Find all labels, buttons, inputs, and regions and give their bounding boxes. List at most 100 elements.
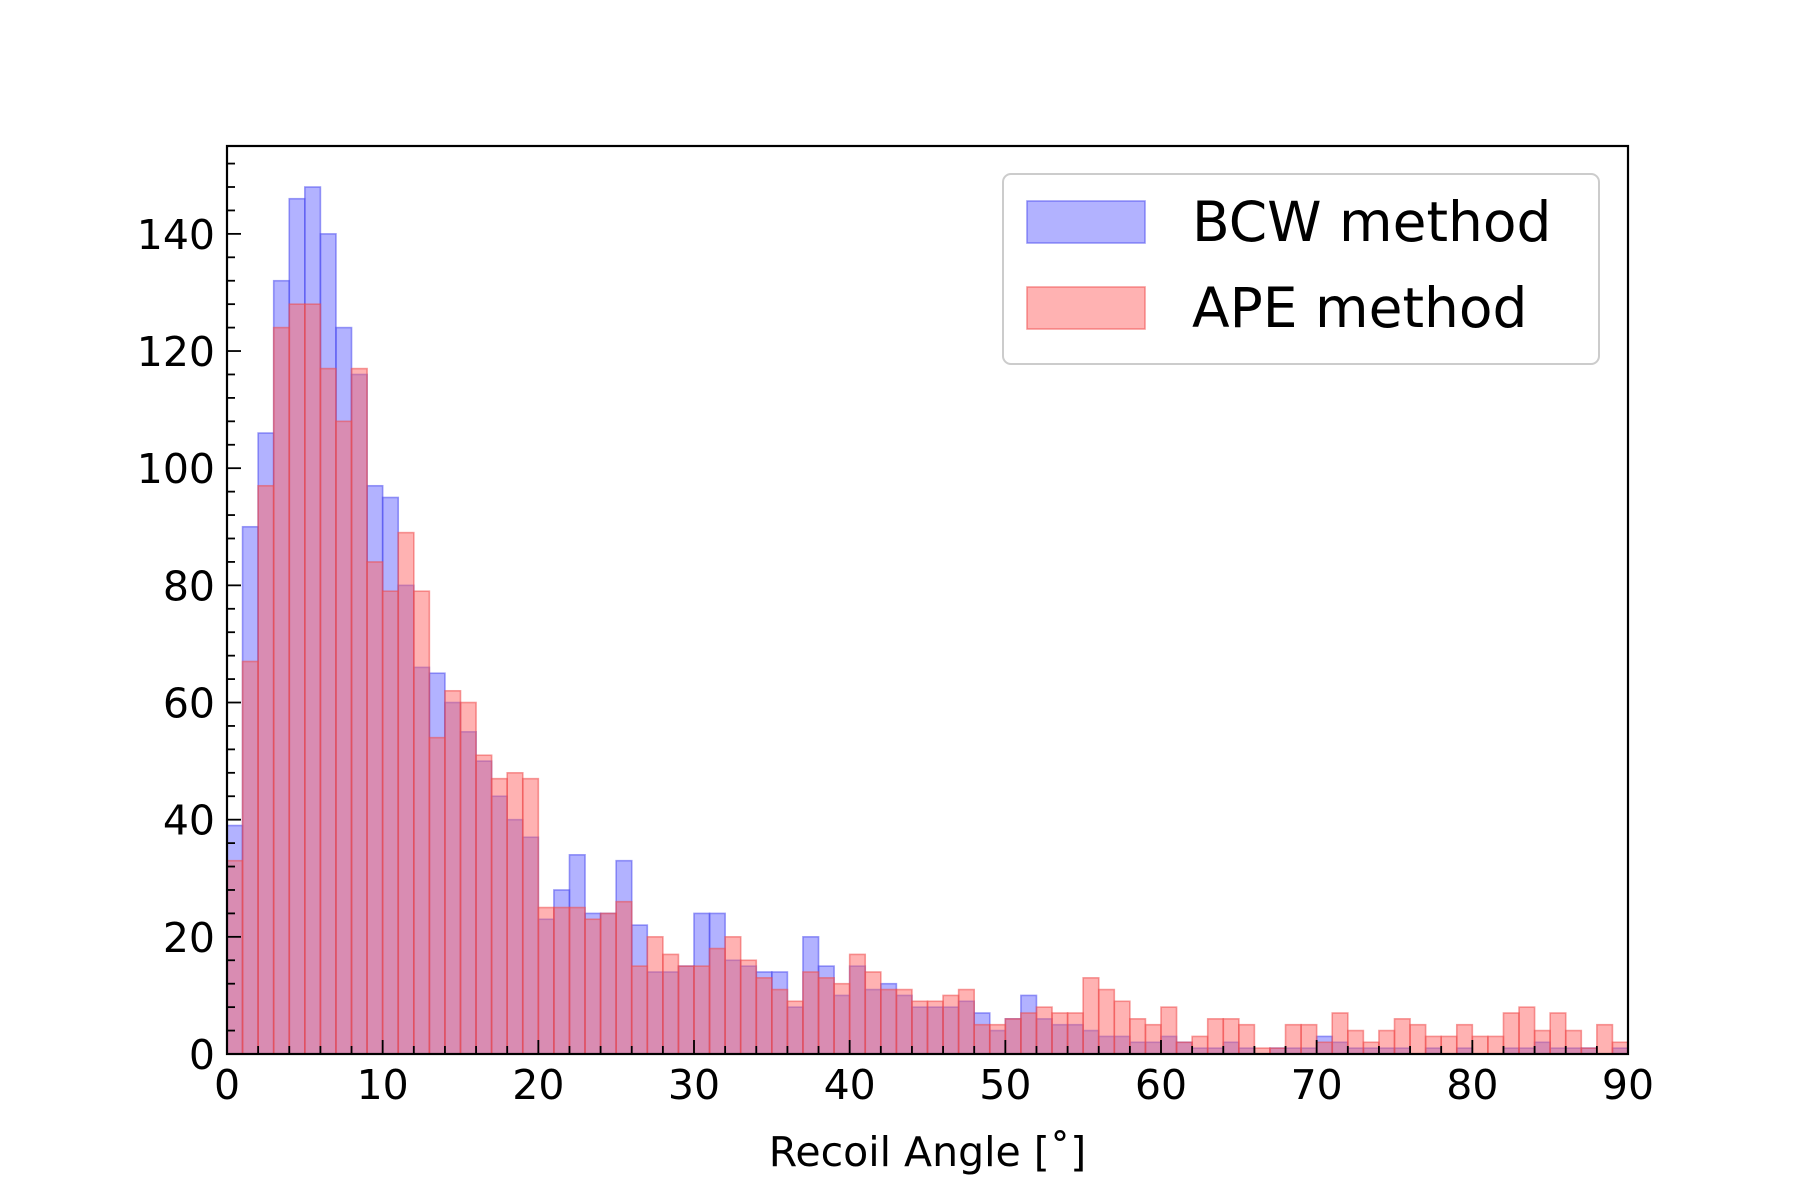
bar: [350, 367, 368, 1055]
bar: [1331, 1012, 1349, 1055]
bar: [1300, 1023, 1318, 1055]
bar: [1362, 1041, 1380, 1055]
bar: [864, 971, 882, 1055]
x-axis-label: Recoil Angle [˚]: [769, 1128, 1087, 1176]
y-tick-label: 0: [189, 1031, 215, 1079]
bar: [506, 772, 524, 1055]
bar: [677, 965, 695, 1055]
x-tick-label: 50: [979, 1061, 1031, 1109]
y-tick-label: 60: [163, 680, 215, 728]
bar: [475, 754, 493, 1055]
axis-tick-labels: 0 10 20 30 40 50 60 70 80 90 0 20 40 60 80 100 120 140: [137, 211, 1654, 1109]
bar: [957, 988, 976, 1055]
bar: [553, 906, 571, 1055]
x-tick-label: 10: [357, 1061, 409, 1109]
bar: [1549, 1012, 1567, 1055]
bar: [397, 531, 415, 1055]
bar: [1097, 988, 1116, 1055]
bar: [1424, 1035, 1442, 1055]
bar: [1160, 1006, 1178, 1055]
x-tick-label: 20: [512, 1061, 564, 1109]
y-tick-label: 40: [163, 797, 215, 845]
bar: [1611, 1041, 1629, 1055]
bar: [537, 906, 555, 1055]
bar: [1487, 1035, 1505, 1055]
bar: [272, 326, 291, 1055]
legend-label-bcw: BCW method: [1192, 190, 1551, 254]
x-tick-label: 80: [1446, 1061, 1498, 1109]
bar: [1378, 1029, 1396, 1055]
bar: [1518, 1006, 1536, 1055]
bar: [662, 953, 680, 1055]
bar: [1393, 1018, 1411, 1055]
bar: [459, 701, 477, 1055]
bar: [1206, 1018, 1225, 1055]
bar: [428, 736, 446, 1055]
bar: [599, 912, 617, 1055]
y-tick-label: 20: [163, 914, 215, 962]
bar: [241, 660, 259, 1055]
legend-label-ape: APE method: [1192, 276, 1527, 340]
y-tick-label: 120: [137, 328, 215, 376]
bar: [1347, 1029, 1365, 1055]
bar: [771, 988, 789, 1055]
bar: [942, 994, 960, 1055]
bar: [988, 1023, 1007, 1055]
bar: [708, 947, 726, 1055]
bar: [693, 965, 711, 1055]
bar: [1315, 1041, 1334, 1055]
bar: [1020, 1012, 1038, 1055]
bar: [879, 988, 898, 1055]
bar: [755, 977, 773, 1055]
bar: [817, 977, 835, 1055]
y-tick-label: 100: [137, 445, 215, 493]
bar: [895, 988, 913, 1055]
axis-ticks: [226, 162, 1629, 1055]
x-tick-label: 90: [1602, 1061, 1654, 1109]
bar: [521, 777, 540, 1055]
bar: [1051, 1012, 1069, 1055]
bar: [1455, 1023, 1474, 1055]
bar: [319, 367, 337, 1055]
bar: [366, 561, 384, 1055]
bar: [1222, 1018, 1240, 1055]
bar: [584, 918, 602, 1055]
bar: [1175, 1041, 1193, 1055]
bar: [335, 420, 353, 1055]
x-tick-label: 60: [1135, 1061, 1187, 1109]
bar: [724, 936, 742, 1055]
bar: [1533, 1029, 1551, 1055]
legend-swatch-bcw: [1026, 200, 1146, 244]
bar: [786, 1000, 804, 1055]
x-tick-label: 30: [668, 1061, 720, 1109]
bar: [802, 971, 820, 1055]
plot-frame: [225, 144, 1630, 1056]
bar: [381, 590, 400, 1055]
bar: [630, 965, 649, 1055]
bar: [1082, 977, 1100, 1055]
bar: [257, 484, 275, 1055]
bar: [1035, 1006, 1053, 1055]
bar: [1409, 1023, 1427, 1055]
bar: [615, 900, 633, 1055]
bar: [1471, 1035, 1489, 1055]
bar: [848, 953, 867, 1055]
bar: [1564, 1029, 1583, 1055]
bar: [1144, 1023, 1162, 1055]
bar: [833, 982, 851, 1055]
y-tick-label: 80: [163, 562, 215, 610]
legend-swatch-ape: [1026, 286, 1146, 330]
bar: [1284, 1023, 1302, 1055]
legend: BCW method APE method: [1002, 173, 1600, 365]
bar: [1113, 1000, 1131, 1055]
x-tick-label: 70: [1291, 1061, 1343, 1109]
bar: [1440, 1035, 1458, 1055]
bar: [646, 936, 664, 1055]
bar: [739, 959, 758, 1055]
legend-box: [1002, 173, 1600, 365]
bar: [1502, 1012, 1520, 1055]
y-tick-label: 140: [137, 211, 215, 259]
bar: [490, 777, 508, 1055]
x-tick-label: 0: [214, 1061, 240, 1109]
bar: [911, 1000, 929, 1055]
